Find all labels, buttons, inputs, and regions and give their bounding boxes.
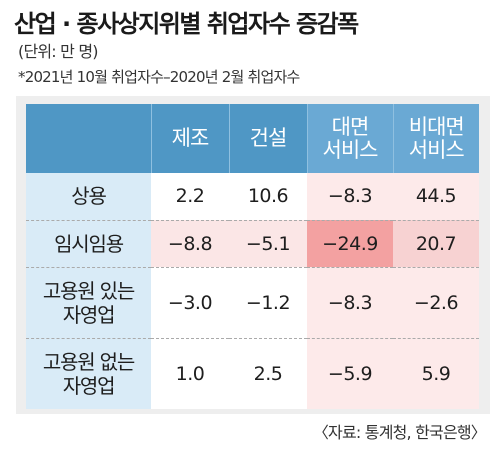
column-header-line: 제조 [171, 126, 210, 150]
unit-label: (단위: 만 명) [18, 42, 99, 61]
table-cell: 44.5 [393, 173, 479, 221]
corner-header [26, 104, 151, 173]
table-cell: −8.8 [151, 220, 229, 268]
table-cell: 20.7 [393, 220, 479, 268]
table-row: 고용원 없는 자영업 1.0 2.5 −5.9 5.9 [26, 338, 479, 409]
table-cell: −1.2 [229, 267, 307, 339]
data-table: 제조 건설 대면 서비스 비대면 서비스 상용 2.2 10.6 −8.3 44… [26, 104, 479, 409]
row-label: 고용원 없는 자영업 [26, 338, 151, 409]
highlighted-cell: −24.9 [307, 220, 393, 268]
table-cell: −8.3 [307, 173, 393, 221]
table-cell: 1.0 [151, 338, 229, 409]
row-label-line: 상용 [71, 184, 107, 209]
footnote: *2021년 10월 취업자수–2020년 2월 취업자수 [18, 68, 300, 86]
table-cell: 10.6 [229, 173, 307, 221]
column-header: 대면 서비스 [306, 104, 393, 173]
table-cell: −3.0 [151, 267, 229, 339]
table-cell: −5.1 [229, 220, 307, 268]
row-label-line: 자영업 [62, 373, 116, 398]
column-header: 건설 [228, 104, 307, 173]
table-cell: −8.3 [307, 267, 393, 339]
source-note: 〈자료: 통계청, 한국은행〉 [312, 423, 487, 442]
column-header-line: 서비스 [408, 137, 465, 162]
row-label: 상용 [26, 173, 151, 221]
chart-title: 산업 · 종사상지위별 취업자수 증감폭 [14, 10, 359, 38]
table-cell: 2.5 [229, 338, 307, 409]
column-header-line: 대면 [331, 114, 370, 139]
table-row: 임시임용 −8.8 −5.1 −24.9 20.7 [26, 220, 479, 268]
table-cell: 2.2 [151, 173, 229, 221]
table-row: 상용 2.2 10.6 −8.3 44.5 [26, 173, 479, 221]
column-header-line: 건설 [249, 126, 288, 150]
row-label-line: 고용원 없는 [42, 349, 135, 374]
table-row: 고용원 있는 자영업 −3.0 −1.2 −8.3 −2.6 [26, 267, 479, 339]
table-cell: −2.6 [393, 267, 479, 339]
row-label-line: 임시임용 [54, 231, 124, 256]
row-label: 임시임용 [26, 220, 151, 268]
header-row: 제조 건설 대면 서비스 비대면 서비스 [26, 104, 479, 173]
table-cell: −5.9 [307, 338, 393, 409]
row-label-line: 고용원 있는 [42, 278, 135, 303]
column-header: 제조 [150, 104, 229, 173]
row-label: 고용원 있는 자영업 [26, 267, 151, 339]
column-header: 비대면 서비스 [392, 104, 479, 173]
column-header-line: 서비스 [322, 137, 379, 162]
table-cell: 5.9 [393, 338, 479, 409]
row-label-line: 자영업 [62, 302, 116, 327]
column-header-line: 비대면 [408, 114, 465, 139]
